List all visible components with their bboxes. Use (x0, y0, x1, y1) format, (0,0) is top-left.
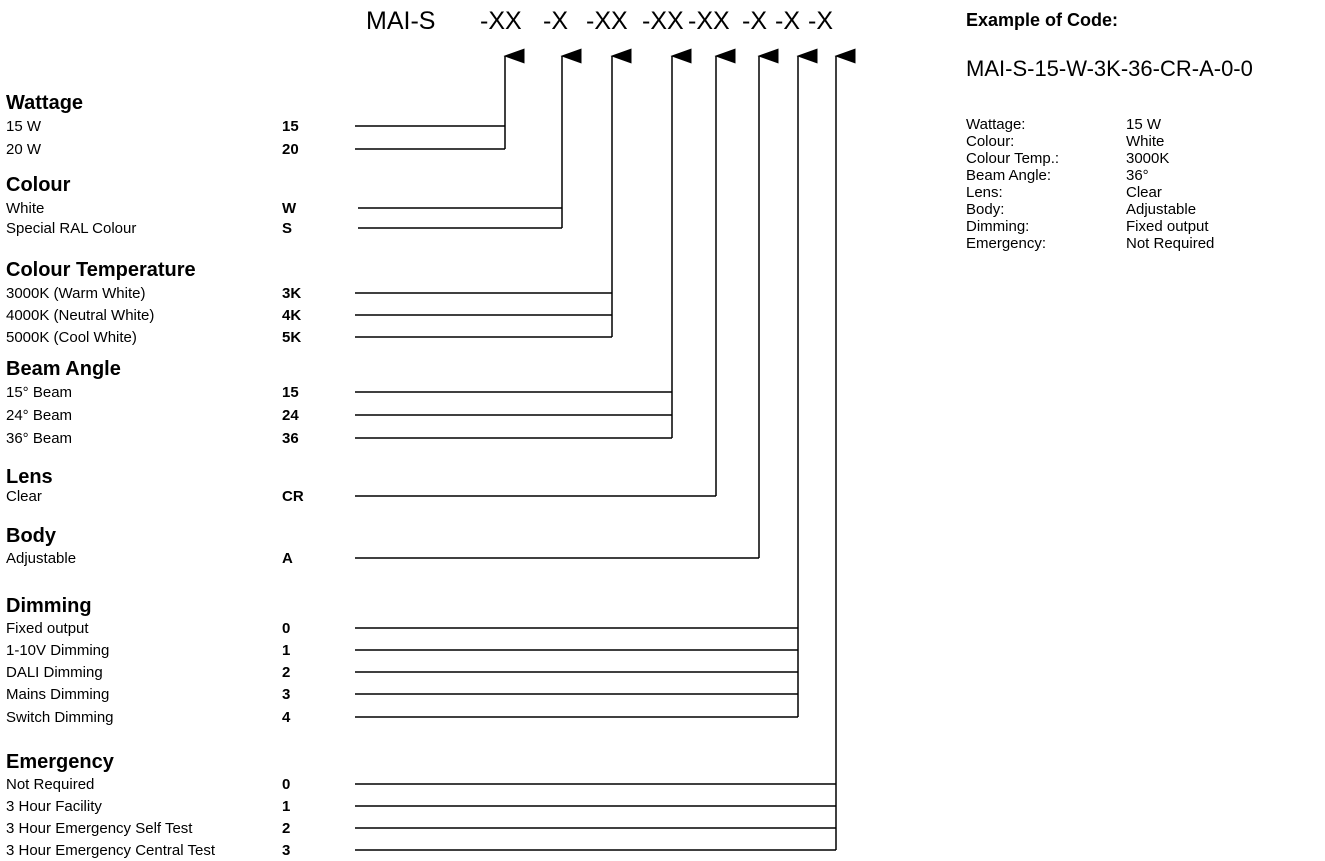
example-key: Emergency: (966, 235, 1047, 252)
example-key: Body: (966, 201, 1005, 218)
example-title: Example of Code: (966, 10, 1119, 30)
option-code: 3 (282, 842, 291, 859)
example-key: Lens: (966, 184, 1003, 201)
option-code: 5K (282, 329, 302, 346)
example-value: 15 W (1126, 116, 1162, 133)
option-label: 36° Beam (6, 430, 73, 447)
category-title-emergency: Emergency (6, 751, 114, 773)
option-label: Switch Dimming (6, 709, 114, 726)
option-label: Not Required (6, 776, 95, 793)
option-code: 2 (282, 664, 291, 681)
option-label: 4000K (Neutral White) (6, 307, 155, 324)
option-code: S (282, 220, 293, 237)
option-label: 3 Hour Emergency Self Test (6, 820, 193, 837)
code-segment-dimming: -X (775, 7, 800, 35)
category-title-colour: Colour (6, 174, 71, 196)
example-value: 36° (1126, 167, 1149, 184)
option-label: DALI Dimming (6, 664, 103, 681)
example-key: Colour Temp.: (966, 150, 1060, 167)
example-code: MAI-S-15-W-3K-36-CR-A-0-0 (966, 56, 1253, 81)
option-label: 3 Hour Emergency Central Test (6, 842, 215, 859)
option-code: W (282, 200, 297, 217)
option-code: 0 (282, 620, 291, 637)
option-code: 4K (282, 307, 302, 324)
code-prefix: MAI-S (366, 7, 436, 35)
code-segment-lens: -XX (688, 7, 730, 35)
option-label: 15 W (6, 118, 42, 135)
category-title-body: Body (6, 525, 56, 547)
option-label: Fixed output (6, 620, 89, 637)
option-label: 3000K (Warm White) (6, 285, 146, 302)
option-label: Special RAL Colour (6, 220, 137, 237)
code-segment-wattage: -XX (480, 7, 522, 35)
option-label: 15° Beam (6, 384, 73, 401)
option-code: A (282, 550, 293, 567)
option-label: Clear (6, 488, 42, 505)
option-code: CR (282, 488, 304, 505)
option-code: 15 (282, 118, 299, 135)
example-key: Colour: (966, 133, 1015, 150)
example-value: White (1126, 133, 1165, 150)
option-label: Mains Dimming (6, 686, 110, 703)
example-value: Clear (1126, 184, 1162, 201)
option-label: 5000K (Cool White) (6, 329, 137, 346)
code-segment-colour: -X (543, 7, 568, 35)
code-segment-colour-temperature: -XX (586, 7, 628, 35)
option-code: 2 (282, 820, 291, 837)
example-value: 3000K (1126, 150, 1170, 167)
option-code: 24 (282, 407, 299, 424)
option-label: 3 Hour Facility (6, 798, 102, 815)
option-label: Adjustable (6, 550, 77, 567)
example-key: Dimming: (966, 218, 1030, 235)
category-title-wattage: Wattage (6, 92, 84, 114)
example-key: Wattage: (966, 116, 1026, 133)
option-code: 0 (282, 776, 291, 793)
option-code: 4 (282, 709, 291, 726)
option-label: 20 W (6, 141, 42, 158)
code-segment-beam-angle: -XX (642, 7, 684, 35)
category-title-dimming: Dimming (6, 595, 92, 617)
option-code: 20 (282, 141, 299, 158)
category-title-colour-temperature: Colour Temperature (6, 259, 196, 281)
option-code: 1 (282, 642, 291, 659)
code-segment-emergency: -X (808, 7, 833, 35)
code-segment-body: -X (742, 7, 767, 35)
example-key: Beam Angle: (966, 167, 1052, 184)
category-title-beam-angle: Beam Angle (6, 358, 121, 380)
option-code: 15 (282, 384, 299, 401)
option-label: 24° Beam (6, 407, 73, 424)
example-value: Not Required (1126, 235, 1215, 252)
option-code: 3K (282, 285, 302, 302)
example-value: Adjustable (1126, 201, 1197, 218)
option-code: 3 (282, 686, 291, 703)
option-label: 1-10V Dimming (6, 642, 110, 659)
category-title-lens: Lens (6, 466, 53, 488)
example-value: Fixed output (1126, 218, 1209, 235)
option-code: 1 (282, 798, 291, 815)
option-label: White (6, 200, 45, 217)
option-code: 36 (282, 430, 299, 447)
